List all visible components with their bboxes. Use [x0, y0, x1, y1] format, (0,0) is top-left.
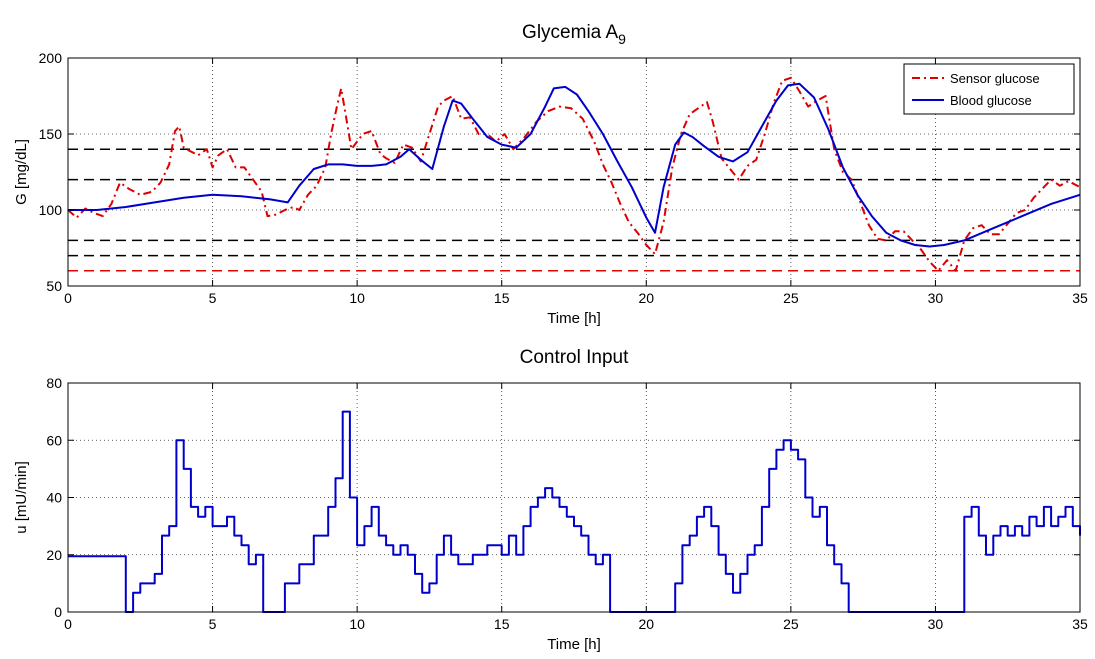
x-tick-label: 10 — [349, 616, 365, 632]
x-tick-label: 5 — [209, 290, 217, 306]
series-line-blood-glucose — [68, 82, 1081, 248]
x-tick-label: 30 — [928, 616, 944, 632]
x-tick-label: 0 — [64, 290, 72, 306]
x-axis-label: Time [h] — [547, 636, 601, 653]
plot-frame — [67, 57, 1081, 287]
x-axis-label: Time [h] — [547, 310, 601, 327]
y-tick-label: 80 — [46, 375, 62, 391]
x-tick-label: 30 — [928, 290, 944, 306]
ticks: 0 5 10 15 20 25 30 35 50 100 150 200 — [39, 50, 1088, 306]
x-tick-label: 20 — [638, 616, 654, 632]
x-tick-label: 25 — [783, 616, 799, 632]
ticks: 0 5 10 15 20 25 30 35 0 20 40 60 80 — [46, 375, 1088, 632]
y-tick-label: 60 — [46, 432, 62, 448]
y-axis-label: G [mg/dL] — [13, 139, 30, 205]
x-tick-label: 0 — [64, 616, 72, 632]
chart-title: Glycemia A9 — [522, 22, 626, 47]
y-tick-label: 200 — [39, 50, 63, 66]
legend-box — [903, 63, 1075, 115]
legend-label-blood: Blood glucose — [950, 93, 1032, 108]
y-tick-label: 150 — [39, 126, 63, 142]
y-tick-label: 20 — [46, 547, 62, 563]
y-tick-label: 100 — [39, 202, 63, 218]
grid — [68, 58, 1080, 286]
x-tick-label: 35 — [1072, 616, 1088, 632]
reference-lines — [68, 148, 1080, 272]
series-line-control-input — [68, 410, 1081, 613]
grid — [68, 383, 1080, 612]
x-tick-label: 25 — [783, 290, 799, 306]
x-tick-label: 5 — [209, 616, 217, 632]
title-text: Glycemia A — [522, 22, 618, 43]
legend: Sensor glucose Blood glucose — [903, 63, 1075, 115]
x-tick-label: 10 — [349, 290, 365, 306]
y-axis-label: u [mU/min] — [13, 461, 30, 534]
y-tick-label: 0 — [54, 604, 62, 620]
x-tick-label: 15 — [494, 616, 510, 632]
title-subscript: 9 — [618, 31, 626, 47]
control-input-chart: Control Input 0 5 10 15 20 25 30 35 0 20 40 60 80 Ti… — [13, 347, 1088, 653]
x-tick-label: 35 — [1072, 290, 1088, 306]
series-line-sensor-glucose — [67, 76, 1081, 272]
series-group — [68, 410, 1081, 613]
glycemia-chart: Glycemia A9 0 5 10 15 20 25 30 35 50 100 150 200 Ti… — [13, 22, 1088, 327]
y-tick-label: 40 — [46, 490, 62, 506]
series-group — [67, 76, 1081, 272]
x-tick-label: 20 — [638, 290, 654, 306]
y-tick-label: 50 — [46, 278, 62, 294]
chart-title: Control Input — [520, 347, 630, 368]
x-tick-label: 15 — [494, 290, 510, 306]
legend-label-sensor: Sensor glucose — [950, 71, 1040, 86]
